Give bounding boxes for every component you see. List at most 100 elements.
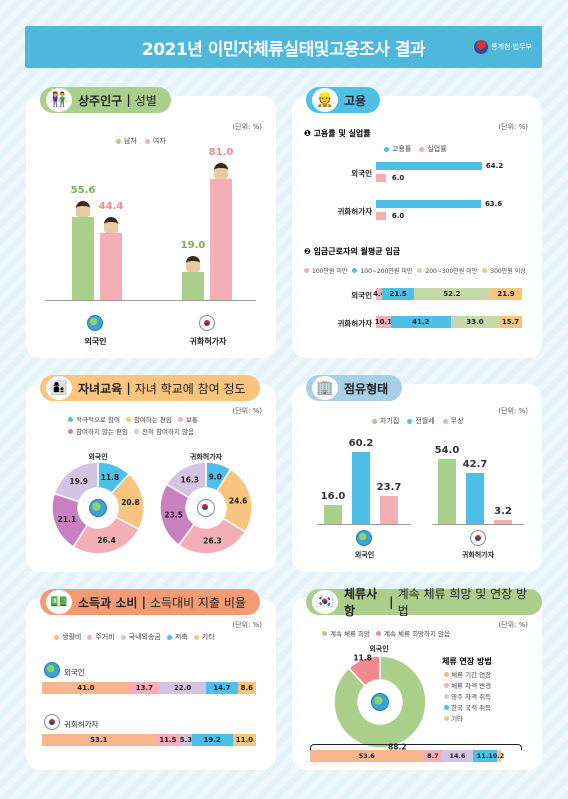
legend-swatch <box>166 634 172 640</box>
data-label: 54.0 <box>434 445 460 457</box>
legend-swatch <box>193 634 199 640</box>
legend-text: 기타 <box>201 633 215 641</box>
legend-swatch <box>444 694 449 699</box>
bar <box>72 216 94 300</box>
section-heading-text: 임금근로자의 월평균 임금 <box>313 247 401 256</box>
panel-subtitle: 계속 체류 희망 및 연장 방법 <box>397 587 528 618</box>
person-icon <box>186 255 200 272</box>
panel-title: 점유형태 <box>344 381 389 396</box>
bar-segment: 53.1 <box>42 734 156 746</box>
agency-name: 통계청·법무부 <box>491 43 532 51</box>
legend-text: 100만원 미만 <box>312 268 348 275</box>
legend-item: 참여하는 편임 <box>125 414 172 424</box>
legend-item: 200~300만원 미만 <box>417 266 477 275</box>
legend-swatch <box>419 146 425 152</box>
legend-item: 저축 <box>166 632 188 642</box>
bar-segment: 21.5 <box>382 288 414 300</box>
legend-swatch <box>304 268 309 273</box>
bar-segment: 11.1 <box>473 750 497 762</box>
legend-text: 체류 자격 변경 <box>451 682 492 690</box>
bar-segment: 19.2 <box>191 734 233 746</box>
bar-segment: 4.4 <box>373 288 386 300</box>
legend-text: 100~200만원 미만 <box>360 268 413 275</box>
slice-label: 21.1 <box>58 515 77 524</box>
donut-slice <box>165 461 207 499</box>
legend-item: 실업률 <box>419 144 447 154</box>
bar-segment: 22.0 <box>159 682 207 694</box>
data-label: 42.7 <box>462 458 488 470</box>
bar <box>466 472 484 524</box>
data-label: 81.0 <box>208 146 234 158</box>
slice-label: 24.6 <box>229 497 248 506</box>
legend-swatch <box>144 138 150 144</box>
panel-subtitle: 성별 <box>134 93 157 108</box>
bar <box>494 520 512 524</box>
slice-label: 11.8 <box>101 473 120 482</box>
data-label: 6.0 <box>391 174 405 182</box>
panel-header: 👫 상주인구 | 성별 <box>40 87 171 113</box>
legend-text: 고용률 <box>392 145 412 153</box>
data-label: 60.2 <box>348 437 374 449</box>
legend: 고용률 실업률 <box>384 144 447 154</box>
legend-item: 참여하지 않는 편임 <box>68 426 128 436</box>
legend-text: 전혀 참여하지 않음 <box>141 428 194 436</box>
legend-item: 국내외송금 <box>120 632 161 642</box>
panel-header: 👩‍👦 자녀교육 | 자녀 학교에 참여 정도 <box>40 375 260 401</box>
globe-icon <box>89 499 107 517</box>
donut-label: 외국인 <box>369 645 389 653</box>
category-label: 귀화허가자 <box>189 337 227 346</box>
legend-item: 100만원 미만 <box>304 266 347 275</box>
donut-label: 외국인 <box>88 453 108 461</box>
slice-label: 16.3 <box>181 475 200 484</box>
panel-title: 자녀교육 <box>78 381 123 396</box>
data-label: 3.2 <box>494 506 512 518</box>
slice-label: 26.3 <box>203 536 222 545</box>
legend-swatch <box>444 672 449 677</box>
legend-text: 실업률 <box>427 145 447 153</box>
bar <box>376 174 386 182</box>
person-icon <box>214 162 228 179</box>
bar-segment: 33.0 <box>450 316 500 328</box>
panel-header: 💵 소득과 소비 | 소득대비 지출 비율 <box>40 589 260 615</box>
legend-item: 적극적으로 참여 <box>68 414 120 424</box>
education-donuts: 11.8 20.8 26.4 21.1 19.9 9.0 24.6 26.3 23.5 16.3 <box>51 461 253 555</box>
legend-text: 200~300만원 미만 <box>425 268 478 275</box>
bar <box>210 178 232 300</box>
legend-text: 한국 국적 취득 <box>451 704 492 712</box>
legend-swatch <box>68 416 73 422</box>
legend-item: 남자 <box>116 136 137 146</box>
slice-label: 88.2 <box>388 743 407 752</box>
legend: 남자 여자 <box>116 136 166 146</box>
legend-swatch <box>125 416 131 422</box>
legend: 적극적으로 참여 참여하는 편임 보통 참여하지 않는 편임 전혀 참여하지 않… <box>68 414 258 436</box>
baseline <box>318 524 410 525</box>
bracket <box>310 744 522 750</box>
korea-flag-icon <box>470 530 486 546</box>
unit-label: (단위: %) <box>498 407 528 415</box>
legend: 계속 체류 희망 계속 체류 희망하지 않음 <box>322 628 450 638</box>
globe-icon <box>356 530 372 546</box>
korea-flag-icon: 🇰🇷 <box>312 590 338 614</box>
legend-item: 기타 <box>193 632 215 642</box>
section-heading-text: 고용률 및 실업률 <box>313 129 371 138</box>
unit-label: (단위: %) <box>498 621 528 629</box>
money-icon: 💵 <box>46 590 72 614</box>
bar-segment: 14.7 <box>206 682 238 694</box>
bar-segment: 41.2 <box>390 316 451 328</box>
slice-label: 20.8 <box>121 498 140 507</box>
legend-swatch <box>444 716 449 721</box>
globe-icon <box>371 693 389 711</box>
legend-swatch <box>376 630 382 636</box>
data-label: 16.0 <box>320 490 346 502</box>
row-label: 귀화허가자 <box>337 207 373 216</box>
legend-swatch <box>407 418 413 424</box>
korea-flag-icon <box>44 714 60 730</box>
page-title: 2021년 이민자체류실태및고용조사 결과 <box>141 40 426 60</box>
panel-education: 👩‍👦 자녀교육 | 자녀 학교에 참여 정도 (단위: %) 적극적으로 참여 참… <box>26 375 276 572</box>
legend-swatch <box>133 428 139 434</box>
donut-slice <box>347 655 381 687</box>
legend-item: 무상 <box>442 416 464 426</box>
legend-swatch <box>444 705 449 710</box>
section-heading: ❷ 임금근로자의 월평균 임금 <box>304 247 401 256</box>
legend-swatch <box>444 683 449 688</box>
